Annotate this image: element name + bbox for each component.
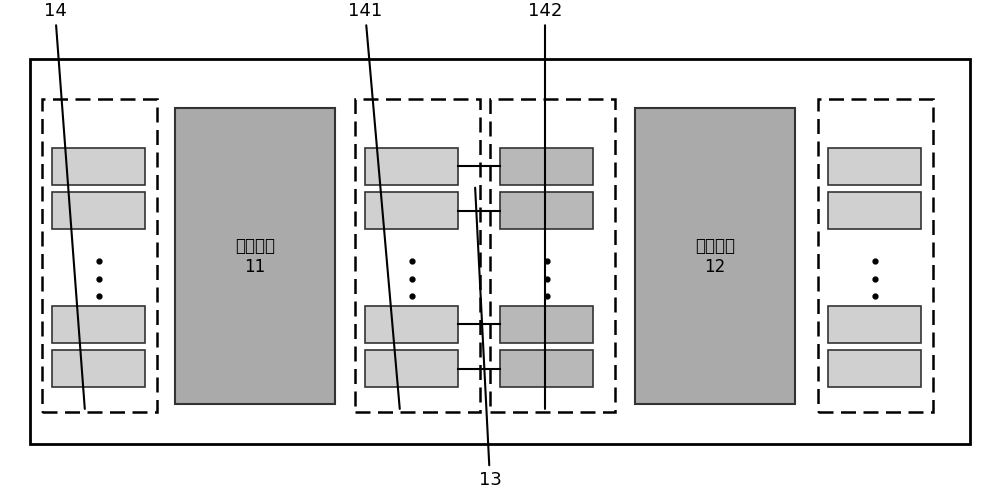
Bar [355,99,480,412]
Bar [500,148,593,185]
Bar [818,99,933,412]
Bar [52,148,145,185]
Bar [30,59,970,444]
Text: 射频单元
12: 射频单元 12 [695,237,735,276]
Bar [365,350,458,387]
Text: 142: 142 [528,1,562,409]
Bar [365,192,458,229]
Bar [828,148,921,185]
Bar [365,148,458,185]
Bar [500,306,593,343]
Text: 13: 13 [475,188,501,489]
Bar [828,350,921,387]
Text: 主控单元
11: 主控单元 11 [235,237,275,276]
Bar [52,192,145,229]
Bar [500,350,593,387]
Text: 141: 141 [348,1,400,409]
Bar [500,192,593,229]
Bar [828,306,921,343]
Bar [365,306,458,343]
Bar [42,99,157,412]
Bar [828,192,921,229]
Bar [175,108,335,404]
Bar [490,99,615,412]
Bar [52,306,145,343]
Text: 14: 14 [44,1,85,409]
Bar [52,350,145,387]
Bar [635,108,795,404]
